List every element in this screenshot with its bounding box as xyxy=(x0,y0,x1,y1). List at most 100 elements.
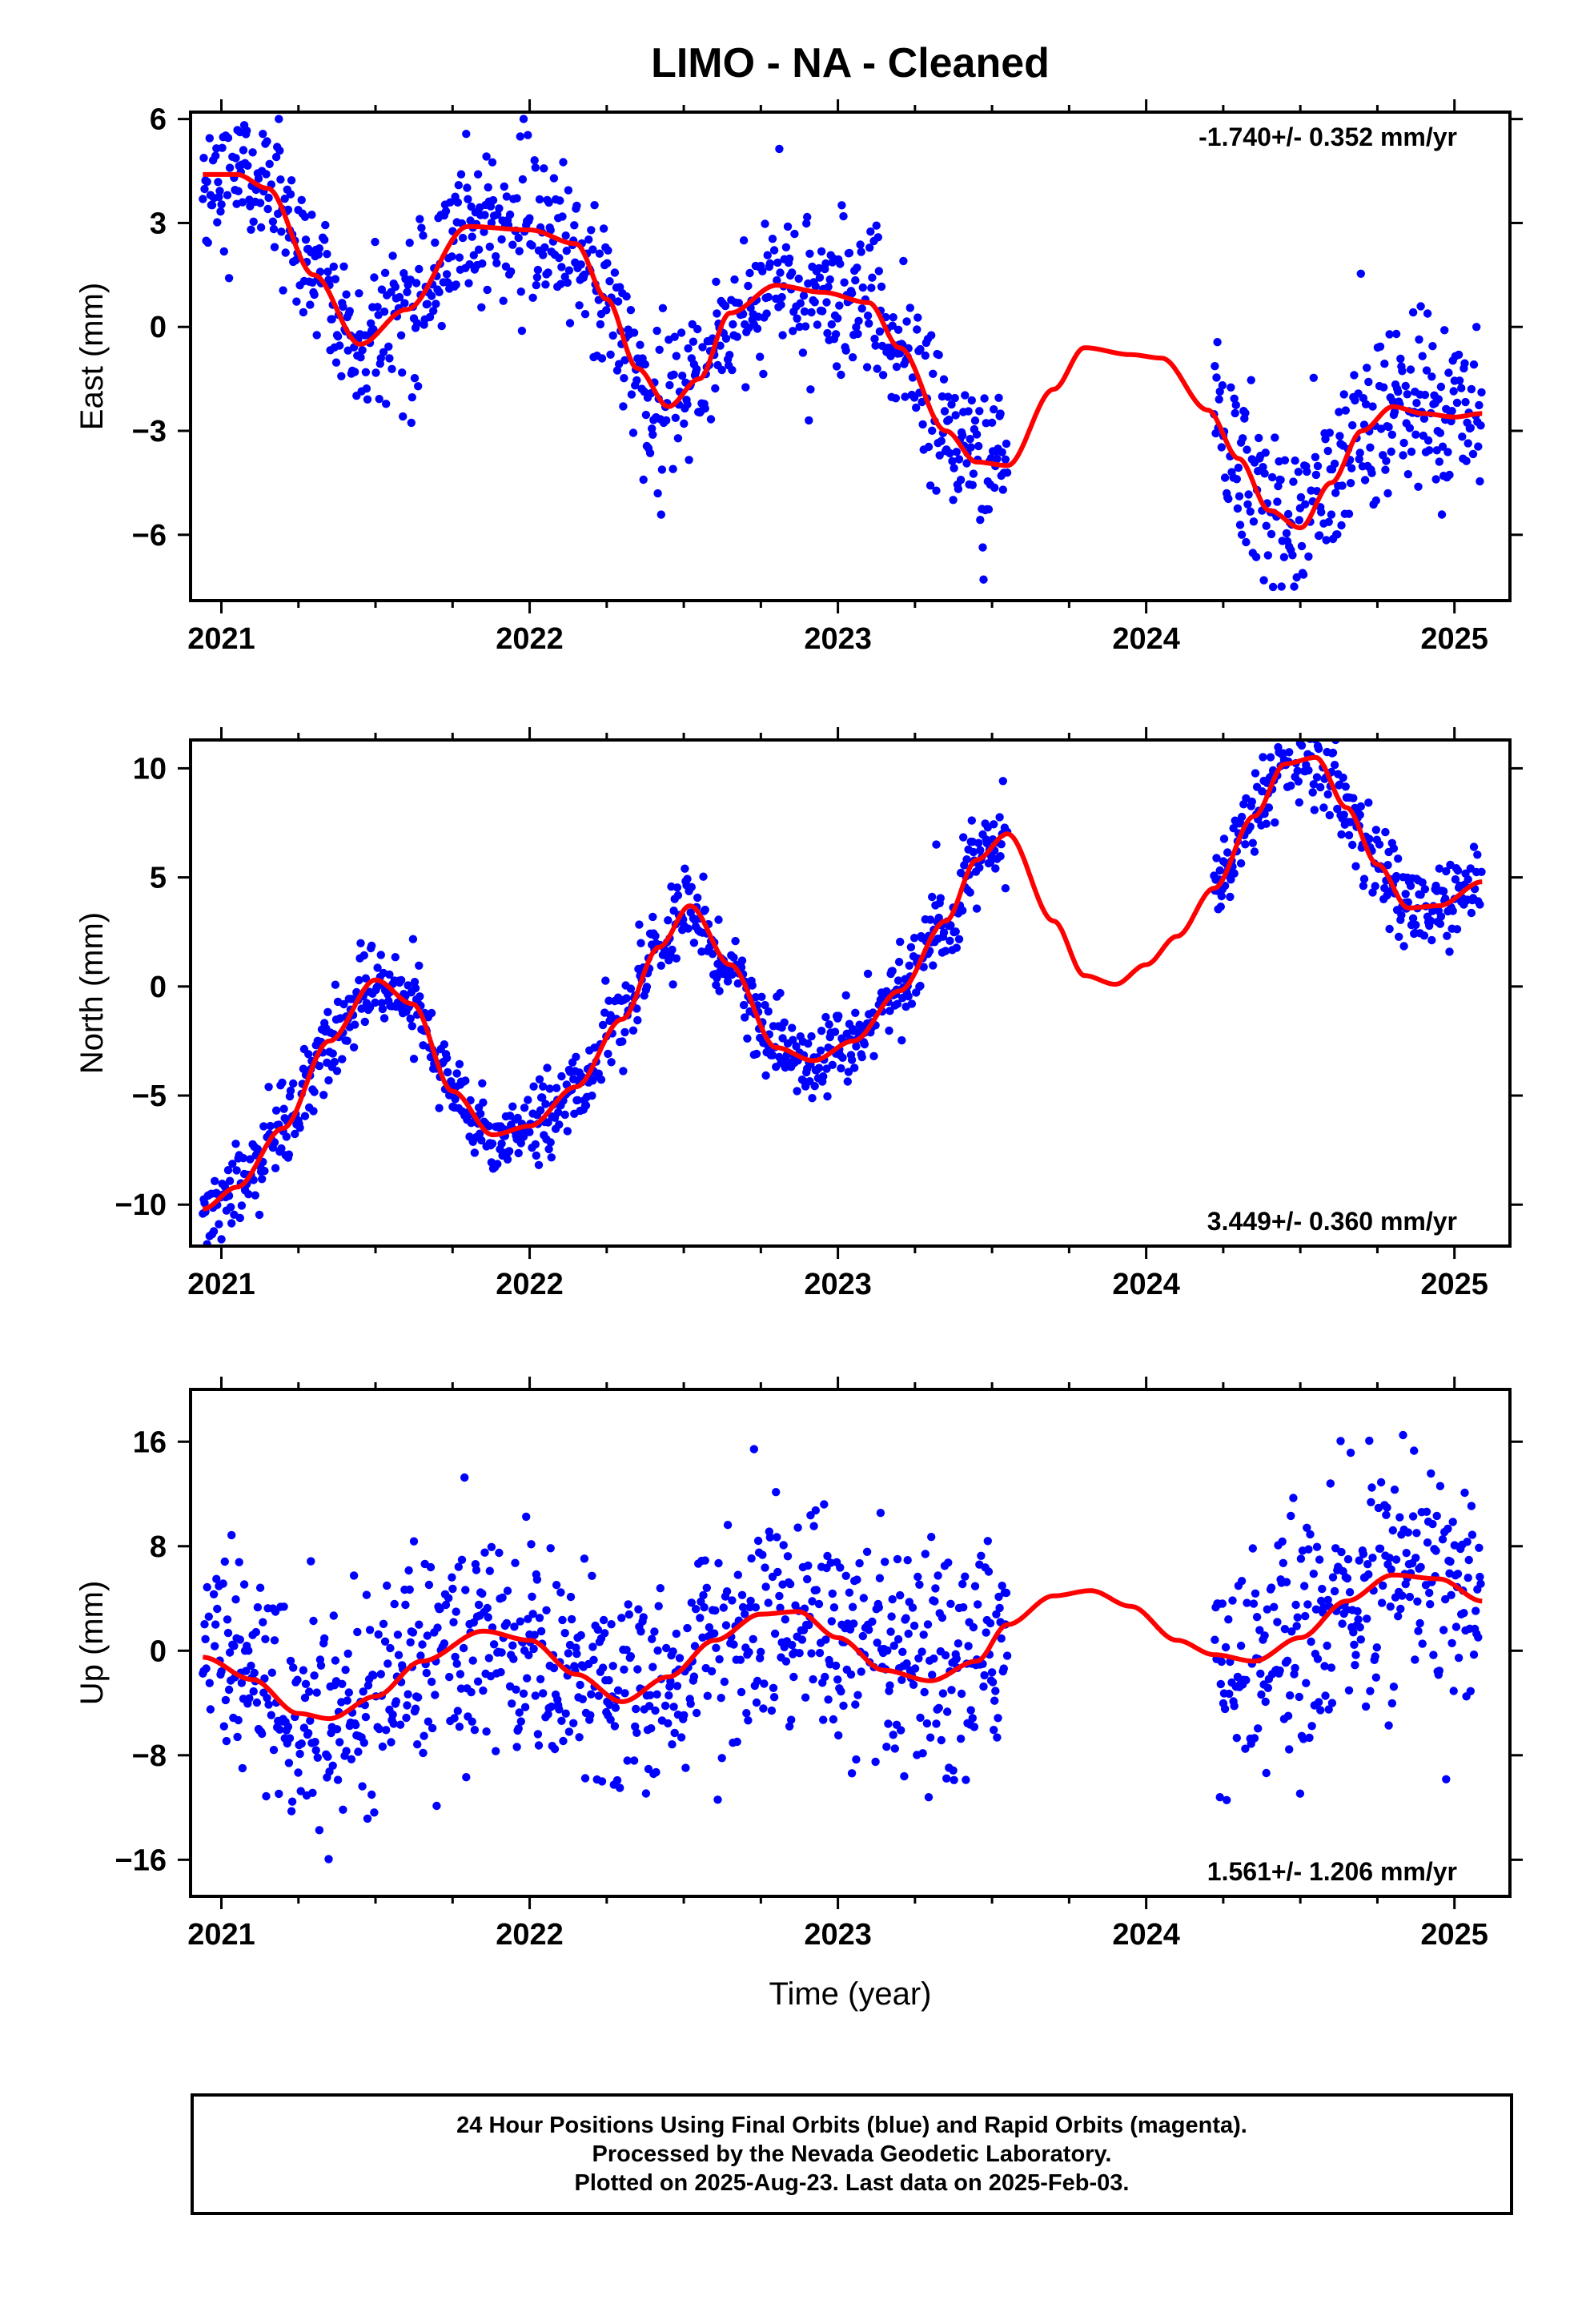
observation-point xyxy=(606,350,615,359)
observation-point xyxy=(1350,1640,1359,1649)
observation-point xyxy=(858,1631,868,1641)
observation-point xyxy=(854,316,863,325)
observation-point xyxy=(1296,493,1306,502)
observation-point xyxy=(1435,428,1445,437)
observation-point xyxy=(1467,1502,1476,1510)
observation-point xyxy=(712,1643,721,1652)
observation-point xyxy=(915,1580,924,1590)
observation-point xyxy=(941,947,950,955)
observation-point xyxy=(1235,521,1245,529)
observation-point xyxy=(759,1704,768,1713)
observation-point xyxy=(1427,935,1436,945)
observation-point xyxy=(493,1160,502,1168)
observation-point xyxy=(954,1639,963,1648)
observation-point xyxy=(219,1722,228,1731)
observation-point xyxy=(413,1740,422,1749)
observation-point xyxy=(904,991,913,1001)
y-tick-label: −10 xyxy=(115,1188,167,1222)
observation-point xyxy=(1292,1622,1301,1630)
observation-point xyxy=(902,1659,911,1668)
observation-point xyxy=(1391,329,1401,339)
observation-point xyxy=(1397,911,1406,919)
observation-point xyxy=(223,1166,233,1175)
observation-point xyxy=(1291,1600,1300,1610)
observation-point xyxy=(1440,326,1449,335)
observation-point xyxy=(1322,536,1331,545)
observation-point xyxy=(1401,890,1410,899)
observation-point xyxy=(734,299,743,308)
observation-point xyxy=(338,1679,347,1688)
observation-point xyxy=(223,134,233,143)
observation-point xyxy=(252,1698,262,1707)
observation-point xyxy=(258,1729,267,1739)
observation-point xyxy=(564,266,574,275)
observation-point xyxy=(456,1684,466,1693)
observation-point xyxy=(328,1761,337,1770)
observation-point xyxy=(1451,875,1460,884)
observation-point xyxy=(934,351,943,360)
observation-point xyxy=(669,1647,677,1656)
observation-point xyxy=(223,191,232,199)
observation-point xyxy=(1427,916,1435,926)
observation-point xyxy=(1317,1596,1326,1606)
observation-point xyxy=(705,1622,714,1632)
observation-point xyxy=(1234,463,1243,472)
observation-point xyxy=(480,211,489,219)
observation-point xyxy=(1271,433,1279,442)
observation-point xyxy=(1263,551,1273,560)
observation-point xyxy=(1348,420,1357,430)
observation-point xyxy=(505,210,515,219)
observation-point xyxy=(431,1691,440,1699)
observation-point xyxy=(797,1635,807,1644)
observation-point xyxy=(1351,396,1359,405)
observation-point xyxy=(883,1646,892,1655)
observation-point xyxy=(429,307,438,316)
observation-point xyxy=(1361,1702,1371,1711)
y-axis-label: East (mm) xyxy=(74,283,110,430)
observation-point xyxy=(554,1108,563,1117)
observation-point xyxy=(1422,1507,1431,1517)
observation-point xyxy=(1390,1486,1399,1494)
observation-point xyxy=(1472,1606,1480,1615)
observation-point xyxy=(1443,1524,1452,1534)
observation-point xyxy=(865,319,873,328)
observation-point xyxy=(1270,1602,1279,1611)
observation-point xyxy=(872,221,881,230)
observation-point xyxy=(993,454,1002,464)
observation-point xyxy=(1449,1687,1458,1695)
observation-point xyxy=(1387,1699,1397,1708)
observation-point xyxy=(692,364,701,374)
observation-point xyxy=(363,395,372,404)
observation-point xyxy=(1327,1663,1336,1672)
observation-point xyxy=(794,274,803,283)
observation-point xyxy=(972,430,982,439)
observation-point xyxy=(215,187,224,195)
observation-point xyxy=(689,337,698,346)
observation-point xyxy=(1359,1550,1368,1558)
observation-point xyxy=(964,1642,973,1651)
observation-point xyxy=(610,268,620,277)
observation-point xyxy=(332,1725,342,1734)
observation-point xyxy=(1389,1683,1399,1691)
observation-point xyxy=(478,1589,487,1598)
observation-point xyxy=(633,1665,642,1674)
observation-point xyxy=(830,1027,840,1036)
observation-point xyxy=(702,1583,711,1593)
observation-point xyxy=(1366,1687,1375,1695)
observation-point xyxy=(778,331,787,340)
observation-point xyxy=(1476,900,1484,909)
observation-point xyxy=(605,277,614,286)
y-tick-label: −16 xyxy=(115,1844,167,1877)
observation-point xyxy=(837,370,845,380)
observation-point xyxy=(729,953,738,962)
observation-point xyxy=(610,1722,620,1731)
observation-point xyxy=(946,921,955,930)
observation-point xyxy=(808,1094,817,1103)
observation-point xyxy=(952,943,962,952)
observation-point xyxy=(946,448,954,458)
observation-point xyxy=(656,510,665,519)
observation-point xyxy=(749,1634,757,1643)
observation-point xyxy=(1423,436,1433,445)
observation-point xyxy=(1418,1639,1427,1648)
observation-point xyxy=(840,278,849,287)
